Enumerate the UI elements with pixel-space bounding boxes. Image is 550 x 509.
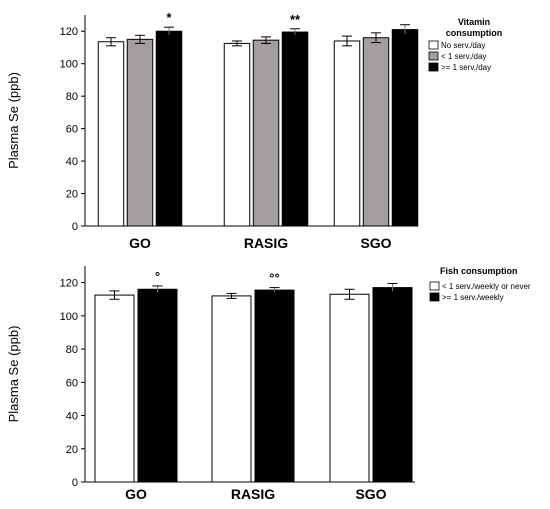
bar (137, 288, 178, 483)
y-tick-label: 100 (60, 311, 78, 323)
legend-swatch (429, 292, 440, 302)
legend-item-label: >= 1 serv./weekly (442, 293, 504, 302)
legend-title: consumption (446, 28, 503, 38)
bar (94, 294, 135, 483)
y-tick-label: 20 (66, 189, 78, 201)
bar (223, 42, 251, 227)
bar (391, 29, 419, 227)
y-tick-label: 60 (66, 124, 78, 136)
significance-marker: ** (290, 12, 301, 27)
legend-title: Fish consumption (440, 266, 518, 276)
significance-marker: * (166, 10, 172, 25)
bar (329, 293, 370, 483)
x-category-label: GO (125, 486, 147, 502)
y-tick-label: 0 (72, 477, 78, 489)
y-tick-label: 0 (72, 221, 78, 233)
y-tick-label: 80 (66, 91, 78, 103)
y-tick-label: 120 (60, 278, 78, 290)
bar (362, 37, 390, 227)
x-category-label: GO (129, 235, 151, 251)
legend-title: Vitamin (458, 17, 490, 27)
legend-item-label: < 1 serv./weekly or never (442, 282, 531, 291)
x-category-label: SGO (355, 486, 386, 502)
y-tick-label: 60 (66, 377, 78, 389)
bar (254, 289, 295, 483)
legend-swatch (428, 40, 439, 50)
chart-panel-1: 0 20 40 60 80 100 120 Plasma Se (ppb) GO * RASIG **… (6, 10, 502, 251)
y-tick-label: 120 (60, 26, 78, 38)
x-category-label: RASIG (231, 486, 275, 502)
x-category-label: RASIG (244, 235, 288, 251)
bar (126, 38, 154, 227)
significance-marker: ° (155, 269, 160, 284)
bar (211, 295, 252, 483)
legend-item-label: < 1 serv./day (441, 52, 486, 61)
bar (155, 30, 183, 227)
x-category-label: SGO (360, 235, 391, 251)
y-axis-label: Plasma Se (ppb) (6, 72, 21, 169)
legend-item-label: >= 1 serv./day (441, 63, 491, 72)
bar (97, 41, 125, 227)
bar (281, 31, 309, 227)
bar (333, 40, 361, 227)
y-axis-label: Plasma Se (ppb) (6, 326, 21, 423)
significance-marker: °° (269, 271, 279, 286)
legend-swatch (429, 281, 440, 291)
y-tick-label: 100 (60, 59, 78, 71)
legend-item-label: No serv./day (441, 41, 485, 50)
y-tick-label: 20 (66, 444, 78, 456)
legend-swatch (428, 51, 439, 61)
legend-swatch (428, 62, 439, 72)
y-tick-label: 80 (66, 344, 78, 356)
y-tick-label: 40 (66, 156, 78, 168)
bar (252, 39, 280, 227)
chart-panel-2: 0 20 40 60 80 100 120 Plasma Se (ppb) GO ° RASIG °°… (6, 266, 531, 502)
y-tick-label: 40 (66, 411, 78, 423)
bar (372, 287, 413, 483)
